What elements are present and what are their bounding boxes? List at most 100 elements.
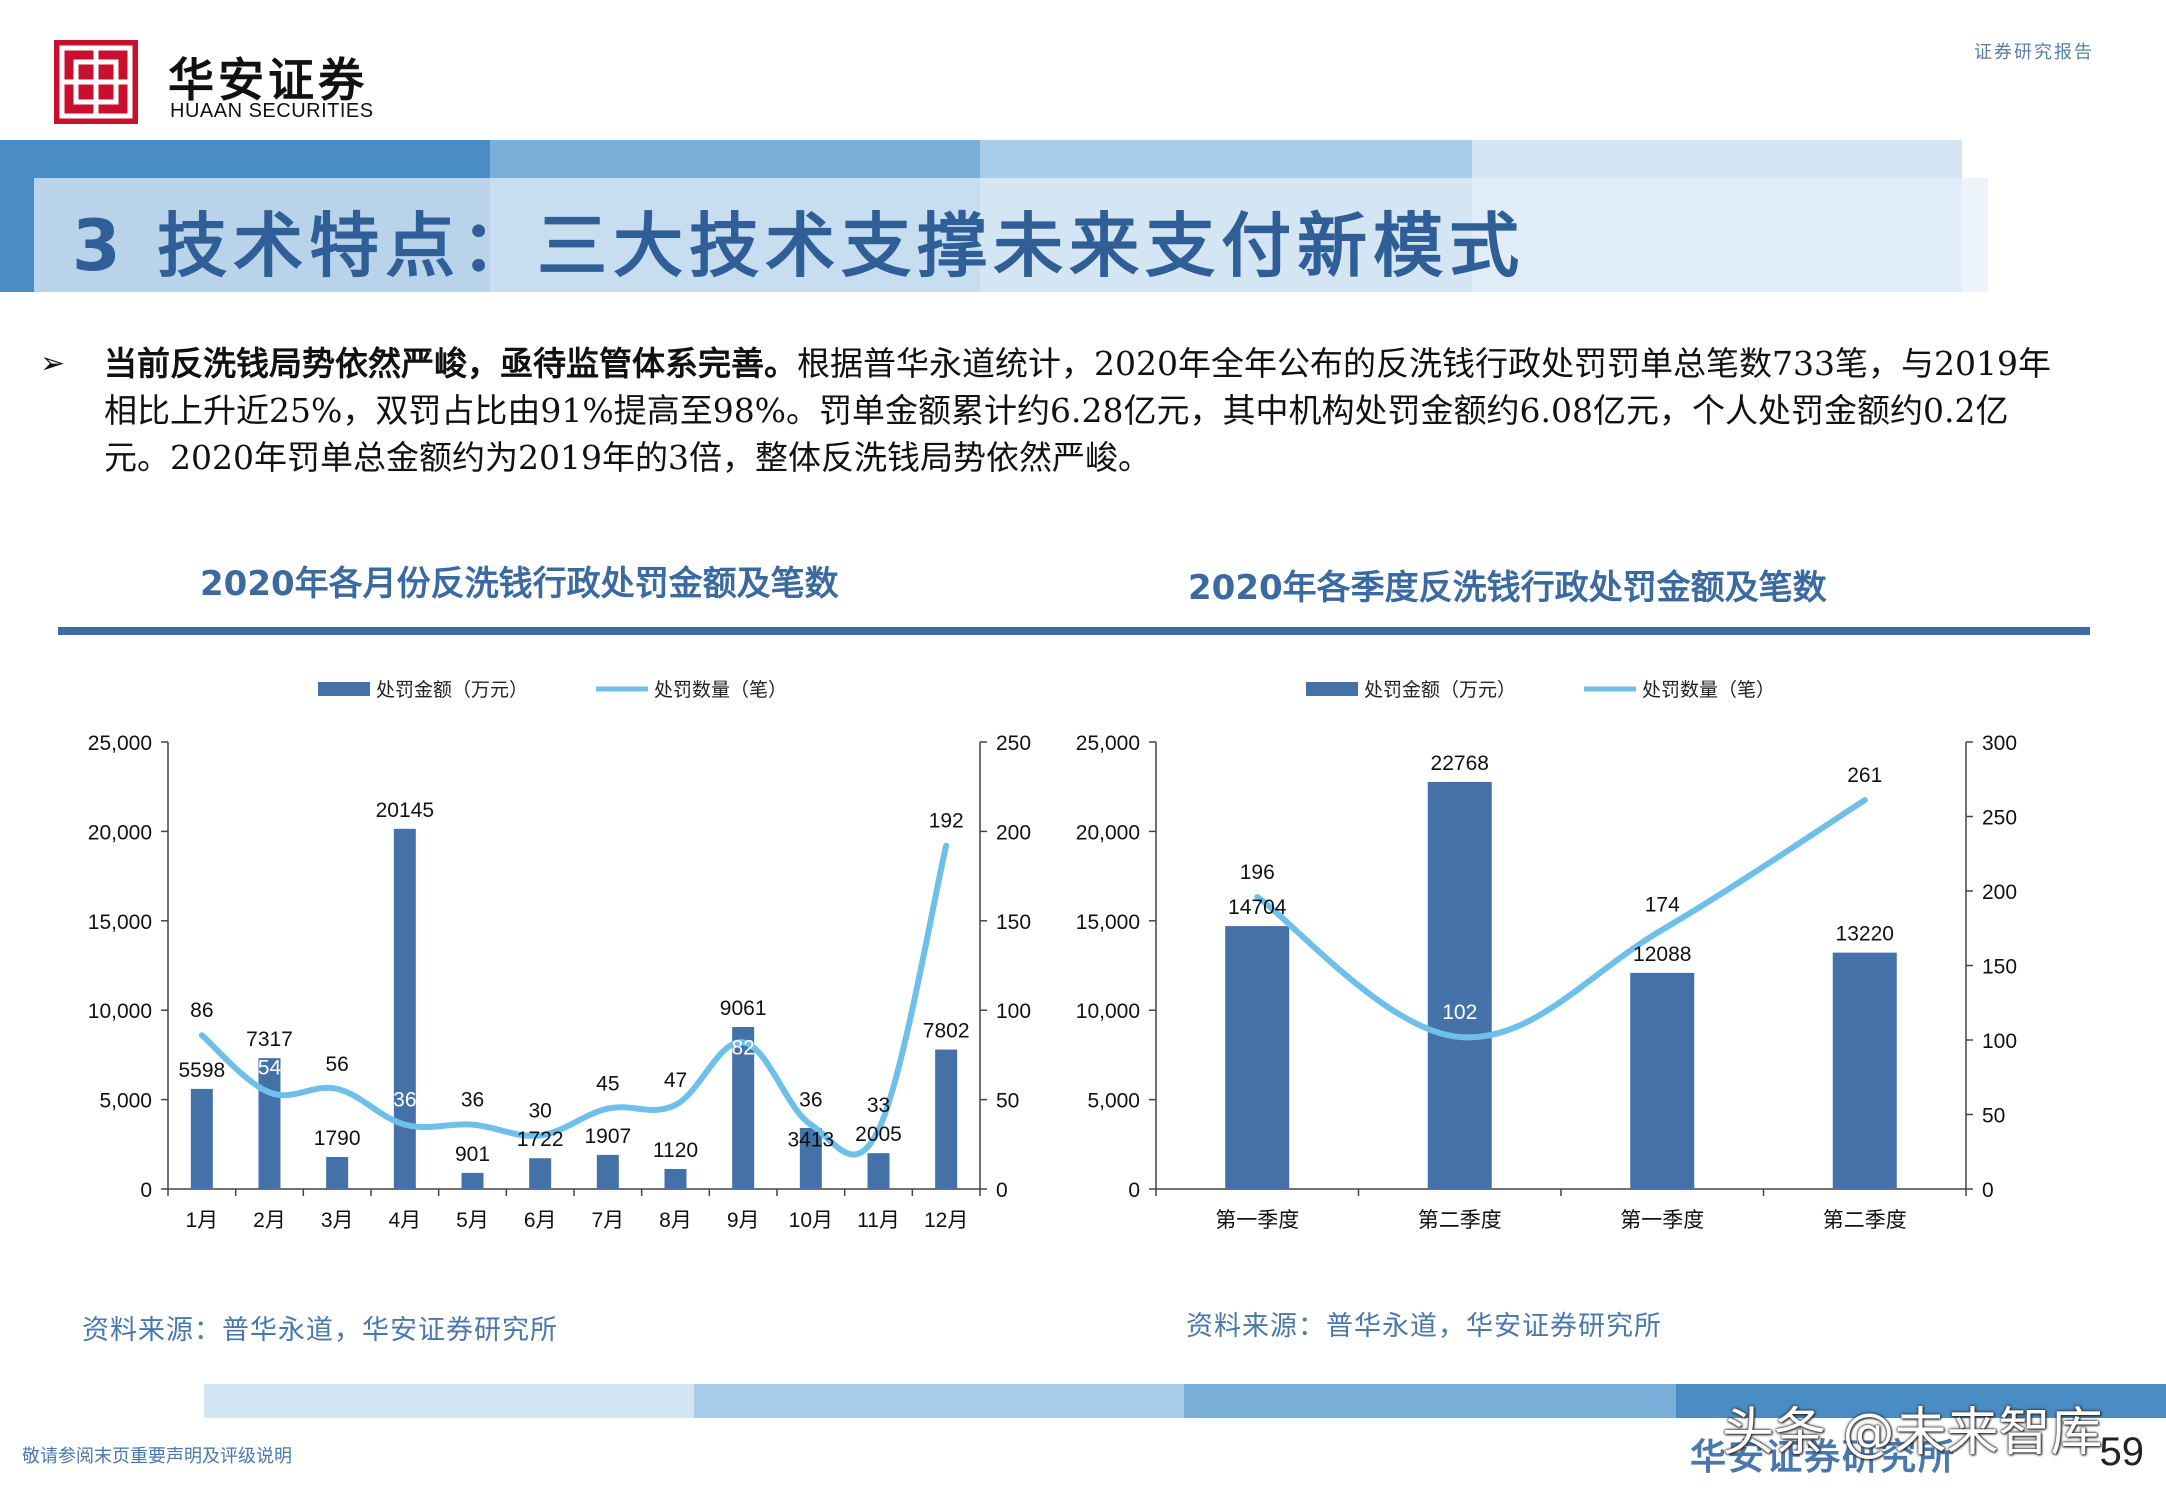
left-y-tick-label: 0 [140, 1179, 152, 1202]
bar-value-label: 14704 [1228, 896, 1287, 919]
right-y-tick-label: 0 [996, 1179, 1008, 1202]
bar [935, 1049, 958, 1189]
left-y-tick-label: 0 [1128, 1179, 1140, 1202]
bar [1832, 952, 1897, 1189]
count-line [198, 842, 950, 1158]
bar-value-label: 1907 [584, 1125, 631, 1148]
left-y-tick-label: 15,000 [88, 911, 152, 934]
left-y-tick-label: 20,000 [88, 821, 152, 844]
logo-mark [54, 40, 138, 124]
legend-line-label: 处罚数量（笔） [654, 679, 787, 701]
footer-band-segment [1676, 1384, 2166, 1418]
x-tick-label: 第一季度 [1620, 1209, 1704, 1232]
bar [664, 1168, 687, 1189]
left-y-tick-label: 25,000 [1076, 732, 1140, 755]
footer-band-segment [694, 1384, 1184, 1418]
line-value-label: 82 [731, 1036, 754, 1059]
disclaimer-note: 敬请参阅末页重要声明及评级说明 [22, 1446, 292, 1467]
line-value-label: 36 [461, 1089, 484, 1112]
left-y-tick-label: 5,000 [99, 1090, 152, 1113]
bar-value-label: 12088 [1633, 943, 1691, 966]
bullet-arrow-icon: ➢ [40, 346, 66, 381]
line-value-label: 196 [1240, 861, 1275, 884]
bar [1630, 972, 1695, 1189]
left-y-tick-label: 10,000 [88, 1000, 152, 1023]
legend-bar-label: 处罚金额（万元） [376, 679, 528, 701]
left-y-tick-label: 25,000 [88, 732, 152, 755]
footer-band-segment [204, 1384, 694, 1418]
bar [799, 1127, 822, 1189]
right-y-tick-label: 300 [1982, 732, 2017, 755]
monthly-chart: 处罚金额（万元） 处罚数量（笔） 0 5,000 10,000 15,000 20,000 2… [88, 679, 1031, 1232]
right-y-tick-label: 150 [1982, 956, 2017, 979]
x-tick-label: 第一季度 [1215, 1209, 1299, 1232]
bar-value-label: 1790 [314, 1127, 361, 1150]
x-tick-label: 5月 [456, 1209, 489, 1232]
section-divider [58, 627, 2090, 635]
bar-value-label: 7317 [246, 1028, 293, 1051]
bar-value-label: 20145 [376, 799, 434, 822]
bar-value-label: 13220 [1836, 923, 1894, 946]
bar-value-label: 3413 [787, 1129, 834, 1152]
line-value-label: 261 [1847, 764, 1882, 787]
bar-value-label: 22768 [1431, 752, 1489, 775]
count-line [1254, 797, 1868, 1041]
bar-value-label: 1722 [517, 1128, 564, 1151]
page-number: 59 [2099, 1430, 2145, 1474]
x-tick-label: 2月 [253, 1209, 286, 1232]
bar [596, 1154, 619, 1189]
legend-line-label: 处罚数量（笔） [1642, 679, 1775, 701]
bar-value-label: 9061 [720, 997, 767, 1020]
right-y-tick-label: 100 [1982, 1030, 2017, 1053]
logo-chinese-name: 华安证券 [168, 53, 368, 107]
page-title: 3 技术特点：三大技术支撑未来支付新模式 [72, 205, 1526, 287]
left-chart-title: 2020年各月份反洗钱行政处罚金额及笔数 [200, 564, 839, 604]
left-y-tick-label: 5,000 [1087, 1090, 1140, 1113]
logo-pattern-icon [59, 45, 133, 119]
bar [326, 1156, 349, 1189]
bar [1225, 926, 1290, 1189]
report-type-tag: 证券研究报告 [1974, 42, 2094, 63]
left-chart-source: 资料来源：普华永道，华安证券研究所 [82, 1315, 558, 1346]
right-y-tick-label: 0 [1982, 1179, 1994, 1202]
right-y-tick-label: 150 [996, 911, 1031, 934]
footer-band-segment [1184, 1384, 1676, 1418]
legend-bar-label: 处罚金额（万元） [1364, 679, 1516, 701]
line-value-label: 86 [190, 999, 213, 1022]
x-tick-label: 6月 [524, 1209, 557, 1232]
line-value-label: 174 [1645, 894, 1680, 917]
bar [461, 1172, 484, 1189]
line-value-label: 33 [867, 1094, 890, 1117]
line-value-label: 192 [929, 810, 964, 833]
right-y-tick-label: 200 [996, 821, 1031, 844]
bar [393, 828, 416, 1189]
bar [867, 1153, 890, 1189]
right-y-tick-label: 250 [996, 732, 1031, 755]
line-value-label: 47 [664, 1069, 687, 1092]
x-tick-label: 第二季度 [1418, 1209, 1502, 1232]
footer-org-name: 华安证券研究所 [1690, 1436, 1957, 1478]
bar [1427, 781, 1492, 1189]
x-tick-label: 8月 [659, 1209, 692, 1232]
line-value-label: 102 [1442, 1001, 1477, 1024]
legend-bar-swatch [1306, 682, 1358, 696]
x-tick-label: 11月 [857, 1209, 900, 1232]
x-tick-label: 9月 [727, 1209, 760, 1232]
bar-value-label: 5598 [178, 1059, 225, 1082]
right-y-tick-label: 50 [996, 1090, 1019, 1113]
right-chart-title: 2020年各季度反洗钱行政处罚金额及笔数 [1188, 568, 1827, 608]
line-value-label: 30 [528, 1099, 551, 1122]
x-tick-label: 10月 [789, 1209, 833, 1232]
legend-bar-swatch [318, 682, 370, 696]
bar [732, 1026, 755, 1189]
right-chart-source: 资料来源：普华永道，华安证券研究所 [1186, 1311, 1662, 1342]
line-value-label: 45 [596, 1073, 619, 1096]
line-value-label: 36 [799, 1089, 822, 1112]
bar-value-label: 2005 [855, 1123, 902, 1146]
left-y-tick-label: 20,000 [1076, 821, 1140, 844]
x-tick-label: 1月 [185, 1209, 218, 1232]
quarterly-chart: 处罚金额（万元） 处罚数量（笔） 0 5,000 10,000 15,000 20,000 2… [1076, 679, 2017, 1232]
summary-paragraph: 当前反洗钱局势依然严峻，亟待监管体系完善。根据普华永道统计，2020年全年公布的… [104, 340, 2064, 481]
x-tick-label: 4月 [388, 1209, 421, 1232]
x-tick-label: 3月 [321, 1209, 354, 1232]
